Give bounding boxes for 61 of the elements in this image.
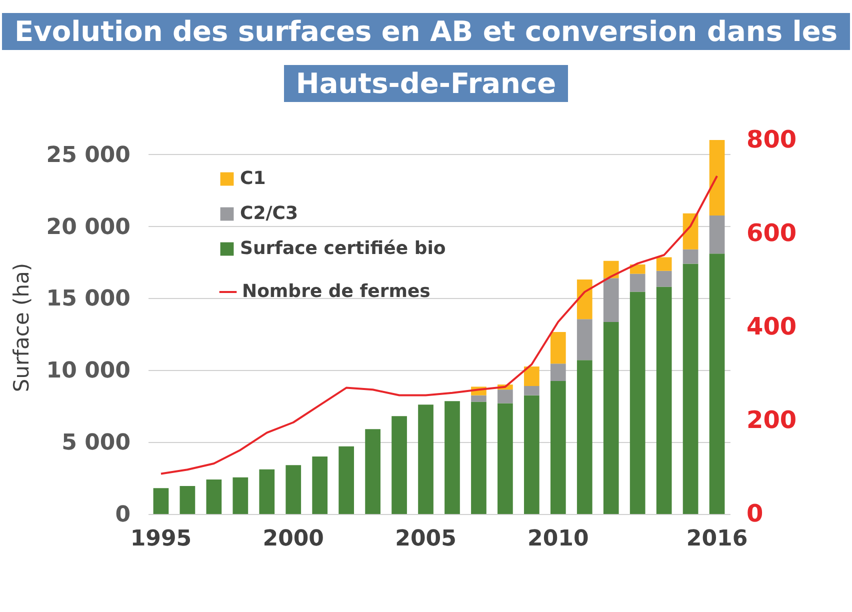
bar [682,249,698,264]
y2-tick-label: 800 [746,126,797,154]
bar [603,260,619,278]
bar [709,254,725,514]
bar [709,140,725,216]
y-tick-label: 0 [115,502,130,528]
bar [498,390,513,404]
x-tick-label: 1995 [130,526,192,552]
y2-tick-label: 400 [746,312,797,340]
bar [603,278,619,322]
legend-label: Surface certifiée bio [240,238,446,259]
bar [630,274,646,292]
bar [498,403,513,514]
bar [682,264,698,514]
y2-tick-label: 0 [746,500,764,528]
bar [312,456,328,514]
bar [418,404,434,514]
y-tick-label: 15 000 [46,286,130,312]
chart-title: Evolution des surfaces en AB et conversion dans les Hauts-de-France [2,13,850,102]
bar [550,332,566,364]
bar [576,280,592,320]
y-axis-title: Surface (ha) [9,262,34,392]
legend-label: C2/C3 [240,203,298,224]
legend-label: C1 [240,168,266,189]
bar [206,479,222,514]
bar [338,446,354,514]
bar [656,270,672,287]
x-tick-label: 2000 [262,526,324,552]
bar [524,386,540,396]
x-tick-label: 2016 [686,526,748,552]
x-tick-label: 2005 [395,526,456,552]
bar [550,364,566,381]
y-tick-label: 25 000 [46,142,130,168]
bar [232,477,248,514]
bar [180,486,196,514]
bar [656,257,672,271]
y-tick-label: 5 000 [62,430,130,456]
bar [524,395,540,514]
y-tick-label: 20 000 [46,214,130,240]
bar [630,292,646,514]
bar [524,366,540,386]
bar [656,286,672,514]
bar [576,319,592,360]
y2-tick-label: 600 [746,219,797,247]
x-tick-label: 2010 [528,526,589,552]
bar [550,380,566,514]
bar [630,264,646,274]
y-tick-label: 10 000 [46,358,130,384]
bar [576,360,592,514]
bar [153,488,169,514]
legend-label: Nombre de fermes [242,281,430,302]
bar [471,395,486,402]
bar [603,322,619,514]
bar [444,401,460,514]
bar [471,402,486,514]
bar [259,469,275,514]
y2-tick-label: 200 [746,406,797,434]
bar [365,429,380,514]
bar [286,465,302,514]
bar [709,216,725,254]
bar [392,416,407,514]
